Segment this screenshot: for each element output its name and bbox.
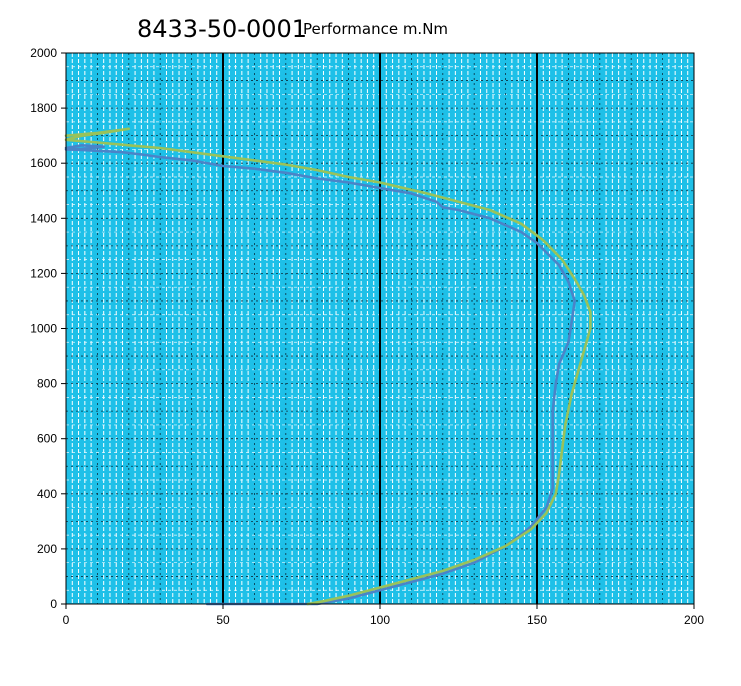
x-tick-label: 200 — [684, 613, 704, 627]
x-tick-label: 100 — [370, 613, 390, 627]
y-axis-ticks: 0 200 400 600 800 1000 1200 1400 1600 1800 2000 — [30, 46, 57, 611]
y-tick-label: 800 — [37, 377, 57, 391]
chart-title: 8433-50-0001 — [137, 15, 307, 43]
chart-subtitle: Performance m.Nm — [303, 20, 448, 38]
x-axis-ticks: 0 50 100 150 200 — [63, 613, 705, 627]
y-tick-label: 1400 — [30, 211, 57, 225]
y-tick-label: 1600 — [30, 156, 57, 170]
series-line-2 — [64, 127, 592, 606]
x-tick-label: 50 — [216, 613, 230, 627]
y-tick-label: 1000 — [30, 322, 57, 336]
y-tick-label: 2000 — [30, 46, 57, 60]
y-tick-label: 200 — [37, 542, 57, 556]
x-tick-label: 150 — [527, 613, 547, 627]
x-tick-label: 0 — [63, 613, 70, 627]
y-tick-label: 1200 — [30, 266, 57, 280]
major-grid — [66, 53, 694, 604]
y-tick-label: 1800 — [30, 101, 57, 115]
y-tick-label: 400 — [37, 487, 57, 501]
axes — [61, 52, 695, 609]
y-tick-label: 0 — [50, 597, 57, 611]
series-layer — [64, 127, 592, 606]
y-tick-label: 600 — [37, 432, 57, 446]
